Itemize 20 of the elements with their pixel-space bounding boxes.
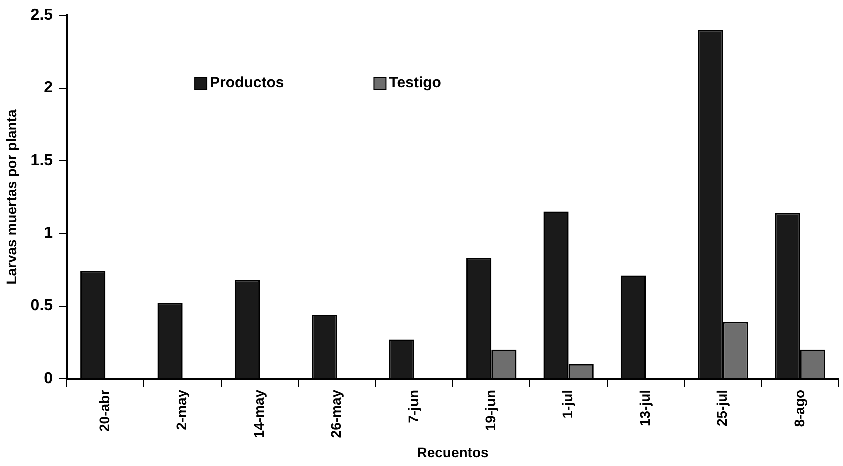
x-tick-label: 14-may [250, 390, 267, 438]
x-tick-label: 19-jun [482, 390, 498, 432]
legend-label: Productos [210, 74, 284, 92]
x-tick-label: 2-may [174, 390, 190, 430]
x-tick-label: 20-abr [96, 389, 112, 432]
x-tick-label: 26-may [328, 390, 344, 438]
x-tick-label: 13-jul [636, 390, 653, 427]
y-tick-label: 1 [44, 225, 54, 242]
y-axis-title: Larvas muertas por planta [3, 110, 20, 285]
y-tick-label: 0.5 [30, 298, 54, 315]
x-axis-title: Recuentos [417, 444, 490, 460]
x-tick-label: 1-jul [560, 390, 576, 419]
x-tick-label: 7-jun [405, 390, 422, 424]
x-tick-label: 8-ago [791, 390, 808, 428]
x-tick-label: 25-jul [714, 390, 730, 427]
y-tick-label: 0 [44, 370, 54, 388]
y-tick-label: 2.5 [30, 7, 54, 24]
y-tick-label: 2 [44, 80, 54, 97]
legend-label: Testigo [389, 74, 442, 92]
y-tick-label: 1.5 [30, 152, 54, 170]
